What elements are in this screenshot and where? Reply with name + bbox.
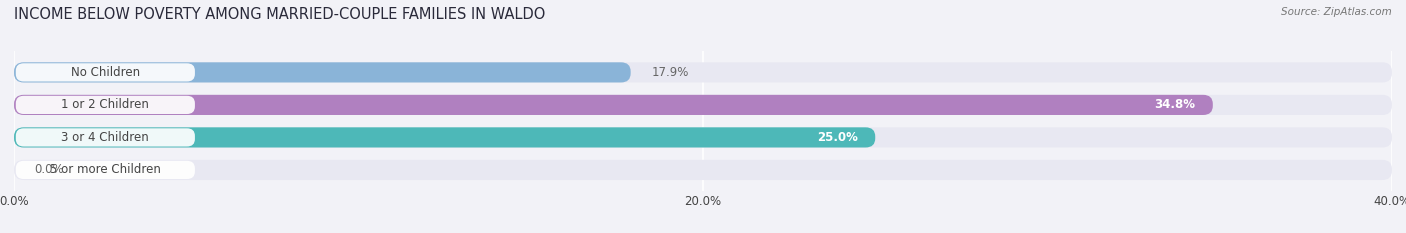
- Text: 34.8%: 34.8%: [1154, 98, 1195, 111]
- Text: 1 or 2 Children: 1 or 2 Children: [62, 98, 149, 111]
- FancyBboxPatch shape: [14, 127, 1392, 147]
- FancyBboxPatch shape: [14, 62, 631, 82]
- Text: 0.0%: 0.0%: [35, 163, 65, 176]
- FancyBboxPatch shape: [14, 127, 875, 147]
- FancyBboxPatch shape: [15, 161, 195, 179]
- FancyBboxPatch shape: [15, 128, 195, 147]
- FancyBboxPatch shape: [14, 62, 1392, 82]
- FancyBboxPatch shape: [14, 95, 1213, 115]
- Text: No Children: No Children: [70, 66, 141, 79]
- Text: 17.9%: 17.9%: [651, 66, 689, 79]
- FancyBboxPatch shape: [14, 95, 1392, 115]
- FancyBboxPatch shape: [15, 96, 195, 114]
- Text: Source: ZipAtlas.com: Source: ZipAtlas.com: [1281, 7, 1392, 17]
- Text: 3 or 4 Children: 3 or 4 Children: [62, 131, 149, 144]
- Text: 25.0%: 25.0%: [817, 131, 858, 144]
- Text: 5 or more Children: 5 or more Children: [49, 163, 160, 176]
- FancyBboxPatch shape: [15, 63, 195, 82]
- FancyBboxPatch shape: [14, 160, 1392, 180]
- Text: INCOME BELOW POVERTY AMONG MARRIED-COUPLE FAMILIES IN WALDO: INCOME BELOW POVERTY AMONG MARRIED-COUPL…: [14, 7, 546, 22]
